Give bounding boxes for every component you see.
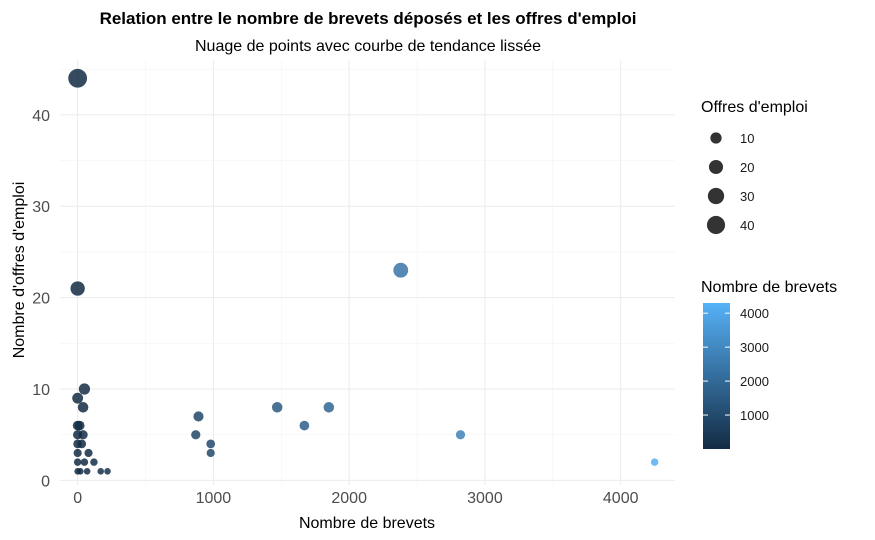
chart-title: Relation entre le nombre de brevets dépo… [100, 9, 637, 28]
x-tick-label: 2000 [331, 490, 367, 507]
size-legend-label: 10 [740, 131, 754, 146]
color-legend-label: 2000 [740, 374, 769, 389]
data-point [299, 420, 310, 431]
y-axis-ticks: 0 10 20 30 40 [32, 108, 50, 491]
x-tick-label: 3000 [467, 490, 503, 507]
size-legend-label: 40 [740, 218, 754, 233]
size-legend-key [707, 187, 725, 205]
y-tick-label: 30 [32, 199, 50, 216]
data-point [77, 468, 84, 475]
color-legend-label: 1000 [740, 408, 769, 423]
size-legend: Offres d'emploi 10 20 30 40 [701, 99, 808, 235]
x-axis-ticks: 0 1000 2000 3000 4000 [73, 490, 638, 507]
size-legend-title: Offres d'emploi [701, 99, 808, 116]
color-bar [703, 303, 730, 449]
data-point [73, 448, 82, 458]
color-legend-title: Nombre de brevets [701, 279, 837, 296]
data-point [78, 383, 91, 395]
y-tick-label: 20 [32, 291, 50, 308]
data-point [193, 411, 204, 422]
size-legend-label: 30 [740, 189, 754, 204]
y-tick-label: 0 [41, 473, 50, 490]
data-point [206, 448, 215, 458]
y-axis-label: Nombre d'offres d'emploi [11, 182, 28, 359]
data-point [83, 468, 91, 475]
data-points [68, 68, 659, 475]
color-legend-label: 4000 [740, 306, 769, 321]
x-axis-label: Nombre de brevets [299, 515, 435, 532]
color-legend-label: 3000 [740, 340, 769, 355]
data-point [70, 281, 85, 296]
size-legend-key [708, 159, 724, 175]
data-point [84, 448, 93, 458]
data-point [455, 430, 466, 440]
chart-subtitle: Nuage de points avec courbe de tendance … [195, 38, 541, 55]
x-tick-label: 0 [73, 490, 82, 507]
data-point [73, 458, 82, 466]
plot-grid [60, 60, 675, 485]
y-tick-label: 40 [32, 108, 50, 125]
size-legend-key [706, 215, 726, 235]
data-point [323, 402, 335, 413]
color-legend: Nombre de brevets 1000 2000 3000 4000 [701, 279, 837, 449]
data-point [206, 439, 216, 449]
y-tick-label: 10 [32, 382, 50, 399]
data-point [74, 420, 85, 431]
x-tick-label: 4000 [603, 490, 639, 507]
data-point [97, 468, 105, 475]
data-point [90, 458, 98, 466]
data-point [271, 402, 283, 413]
data-point [68, 68, 88, 88]
x-tick-label: 1000 [196, 490, 232, 507]
data-point [77, 439, 87, 449]
data-point [191, 430, 201, 440]
data-point [80, 458, 89, 466]
data-point [104, 468, 111, 475]
data-point [72, 392, 84, 404]
data-point [393, 262, 409, 278]
data-point [77, 402, 89, 413]
size-legend-label: 20 [740, 160, 754, 175]
size-legend-key [710, 132, 722, 144]
data-point [78, 430, 88, 440]
data-point [650, 458, 659, 466]
